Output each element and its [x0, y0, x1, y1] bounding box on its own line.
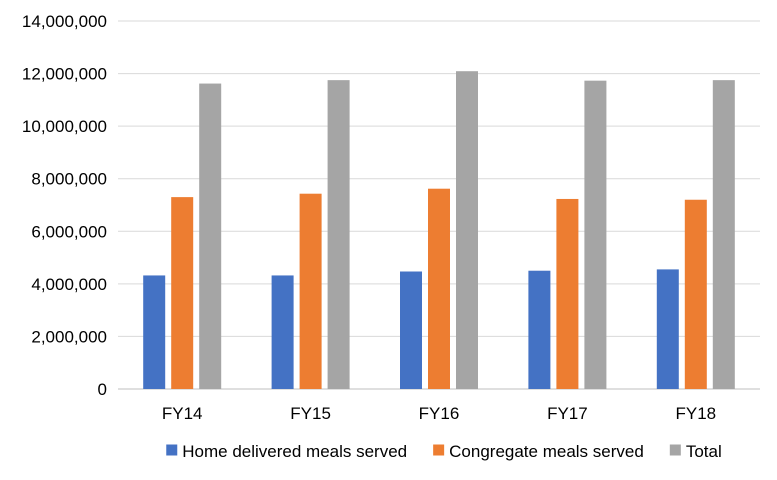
bar-congregate-meals-served-fy17 — [556, 198, 579, 389]
bar-congregate-meals-served-fy15 — [299, 193, 322, 389]
legend-label-home-delivered-meals-served: Home delivered meals served — [182, 442, 407, 461]
x-tick-label: FY14 — [162, 404, 203, 423]
legend-swatch-congregate-meals-served — [433, 444, 445, 456]
x-tick-label: FY18 — [675, 404, 716, 423]
legend-swatch-total — [669, 444, 681, 456]
bar-total-fy15 — [327, 80, 350, 390]
y-tick-label: 8,000,000 — [31, 170, 107, 189]
bar-congregate-meals-served-fy14 — [171, 197, 194, 389]
legend-swatch-home-delivered-meals-served — [166, 444, 178, 456]
y-tick-label: 10,000,000 — [22, 117, 107, 136]
y-tick-label: 14,000,000 — [22, 12, 107, 31]
x-tick-label: FY16 — [419, 404, 460, 423]
y-tick-label: 12,000,000 — [22, 65, 107, 84]
y-tick-label: 4,000,000 — [31, 275, 107, 294]
bar-total-fy18 — [712, 80, 735, 390]
bar-congregate-meals-served-fy18 — [684, 199, 707, 389]
bar-home-delivered-meals-served-fy18 — [656, 269, 679, 389]
legend-label-total: Total — [686, 442, 722, 461]
x-tick-label: FY15 — [290, 404, 331, 423]
x-tick-label: FY17 — [547, 404, 588, 423]
bar-home-delivered-meals-served-fy16 — [400, 271, 422, 389]
legend-label-congregate-meals-served: Congregate meals served — [449, 442, 644, 461]
bar-total-fy14 — [199, 83, 222, 389]
bar-total-fy16 — [456, 71, 478, 389]
y-tick-label: 0 — [98, 380, 107, 399]
bar-total-fy17 — [584, 80, 607, 389]
bar-home-delivered-meals-served-fy14 — [143, 275, 166, 389]
bar-congregate-meals-served-fy16 — [428, 188, 450, 389]
y-tick-label: 2,000,000 — [31, 327, 107, 346]
bar-home-delivered-meals-served-fy17 — [528, 270, 551, 389]
bar-home-delivered-meals-served-fy15 — [271, 275, 294, 389]
y-tick-label: 6,000,000 — [31, 222, 107, 241]
